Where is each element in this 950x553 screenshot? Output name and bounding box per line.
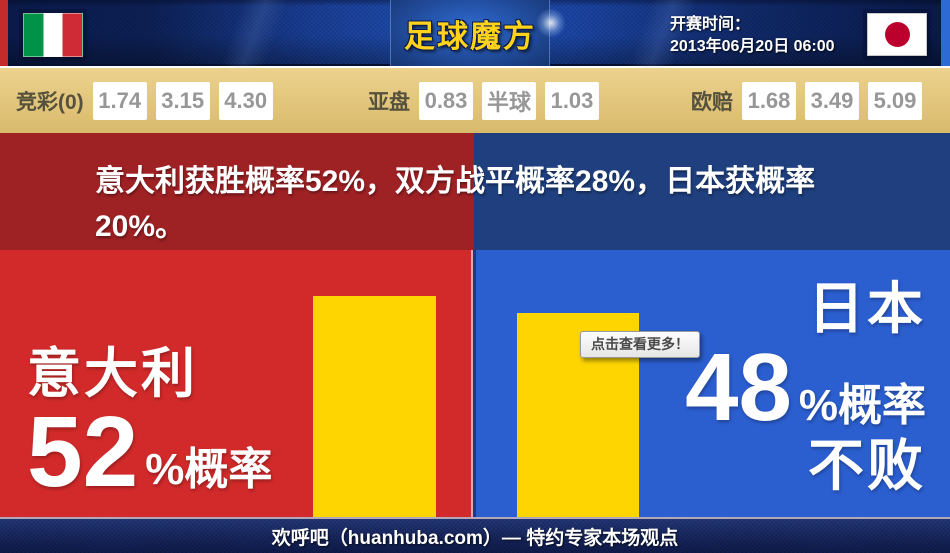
home-team-block: 意大利 52 %概率	[27, 344, 273, 508]
odds-group-oupei: 欧赔 1.68 3.49 5.09	[691, 68, 922, 133]
home-probability-bar[interactable]	[313, 296, 436, 517]
site-logo[interactable]: 足球魔方	[404, 18, 536, 54]
away-team-name: 日本	[808, 277, 926, 340]
header-diagonal-streak	[218, 0, 292, 69]
summary-band-blue	[474, 133, 950, 250]
header: 足球魔方 开赛时间： 2013年06月20日 06:00	[0, 0, 950, 69]
right-blue-edge-strip	[941, 0, 950, 66]
japan-flag-sun	[884, 22, 910, 47]
oupei-odds-win[interactable]: 1.68	[742, 81, 796, 120]
panel-divider-light	[471, 250, 473, 517]
summary-line-1: 意大利获胜概率52%，双方战平概率28%，日本获概率	[95, 165, 816, 198]
kickoff-datetime: 2013年06月20日 06:00	[670, 38, 835, 55]
oupei-label: 欧赔	[691, 90, 733, 114]
away-result-label: 不败	[808, 434, 926, 497]
oupei-odds-draw[interactable]: 3.49	[805, 81, 859, 120]
left-red-edge-strip	[0, 0, 8, 66]
kickoff-label: 开赛时间：	[670, 16, 751, 33]
away-team-block: 日本 48 %概率 不败	[685, 279, 926, 495]
odds-group-yapan: 亚盘 0.83 半球 1.03	[368, 68, 599, 133]
japan-flag	[867, 13, 927, 56]
oupei-odds-lose[interactable]: 5.09	[868, 81, 922, 120]
yapan-label: 亚盘	[368, 90, 410, 114]
jingcai-odds-win[interactable]: 1.74	[92, 81, 147, 120]
jingcai-odds-draw[interactable]: 3.15	[155, 81, 210, 120]
panel-divider-dark	[473, 250, 476, 517]
yapan-odds-away[interactable]: 1.03	[545, 81, 599, 120]
logo-panel[interactable]: 足球魔方	[390, 0, 550, 66]
view-more-tooltip[interactable]: 点击查看更多！	[580, 331, 700, 358]
summary-line-2: 20%。	[95, 210, 186, 243]
kickoff-time: 开赛时间： 2013年06月20日 06:00	[670, 14, 835, 58]
footer: 欢呼吧（huanhuba.com）— 特约专家本场观点	[0, 517, 950, 553]
odds-bar: 竞彩(0) 1.74 3.15 4.30 亚盘 0.83 半球 1.03 欧赔 …	[0, 68, 950, 133]
summary-band-red	[0, 133, 474, 250]
footer-text: 欢呼吧（huanhuba.com）— 特约专家本场观点	[271, 527, 679, 549]
jingcai-odds-lose[interactable]: 4.30	[218, 81, 273, 120]
light-flare	[536, 8, 566, 38]
home-percent-value: 52	[27, 396, 139, 508]
home-percent-suffix: %概率	[145, 445, 273, 494]
yapan-handicap[interactable]: 半球	[482, 81, 536, 120]
away-percent-value: 48	[685, 334, 792, 441]
jingcai-label: 竞彩(0)	[16, 90, 84, 114]
probability-panel: 意大利获胜概率52%，双方战平概率28%，日本获概率 20%。 意大利 52 %…	[0, 133, 950, 517]
home-team-name: 意大利	[27, 344, 198, 404]
italy-flag	[23, 13, 83, 57]
odds-group-jingcai: 竞彩(0) 1.74 3.15 4.30	[16, 68, 273, 133]
yapan-odds-home[interactable]: 0.83	[419, 81, 473, 120]
away-percent-suffix: %概率	[798, 381, 926, 430]
prediction-summary: 意大利获胜概率52%，双方战平概率28%，日本获概率 20%。	[95, 159, 855, 249]
